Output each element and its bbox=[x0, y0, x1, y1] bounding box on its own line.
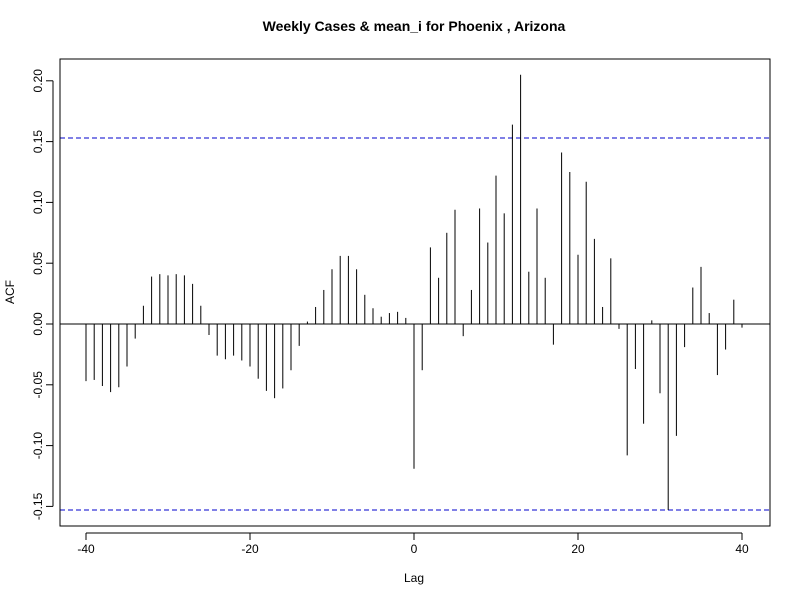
y-tick-label: 0.10 bbox=[31, 190, 45, 214]
y-tick-label: -0.05 bbox=[31, 371, 45, 399]
x-axis: -40 -20 0 20 40 bbox=[77, 532, 749, 556]
x-tick-label: -40 bbox=[77, 542, 95, 556]
y-tick-label: -0.15 bbox=[31, 492, 45, 520]
y-tick-label: 0.00 bbox=[31, 312, 45, 336]
bounds-layer bbox=[60, 137, 770, 511]
x-tick-label: 40 bbox=[735, 542, 749, 556]
x-axis-label: Lag bbox=[404, 571, 424, 585]
y-tick-label: -0.10 bbox=[31, 432, 45, 460]
bars-layer bbox=[85, 74, 743, 511]
x-tick-label: -20 bbox=[241, 542, 259, 556]
y-tick-label: 0.15 bbox=[31, 130, 45, 154]
y-axis: -0.15 -0.10 -0.05 0.00 0.05 0.10 0.15 0.20 bbox=[31, 69, 54, 520]
plot-frame bbox=[59, 58, 771, 527]
x-tick-label: 20 bbox=[571, 542, 585, 556]
y-axis-label: ACF bbox=[3, 280, 17, 304]
y-tick-label: 0.20 bbox=[31, 69, 45, 93]
y-tick-label: 0.05 bbox=[31, 251, 45, 275]
x-tick-label: 0 bbox=[411, 542, 418, 556]
chart-title: Weekly Cases & mean_i for Phoenix , Ariz… bbox=[263, 18, 566, 34]
